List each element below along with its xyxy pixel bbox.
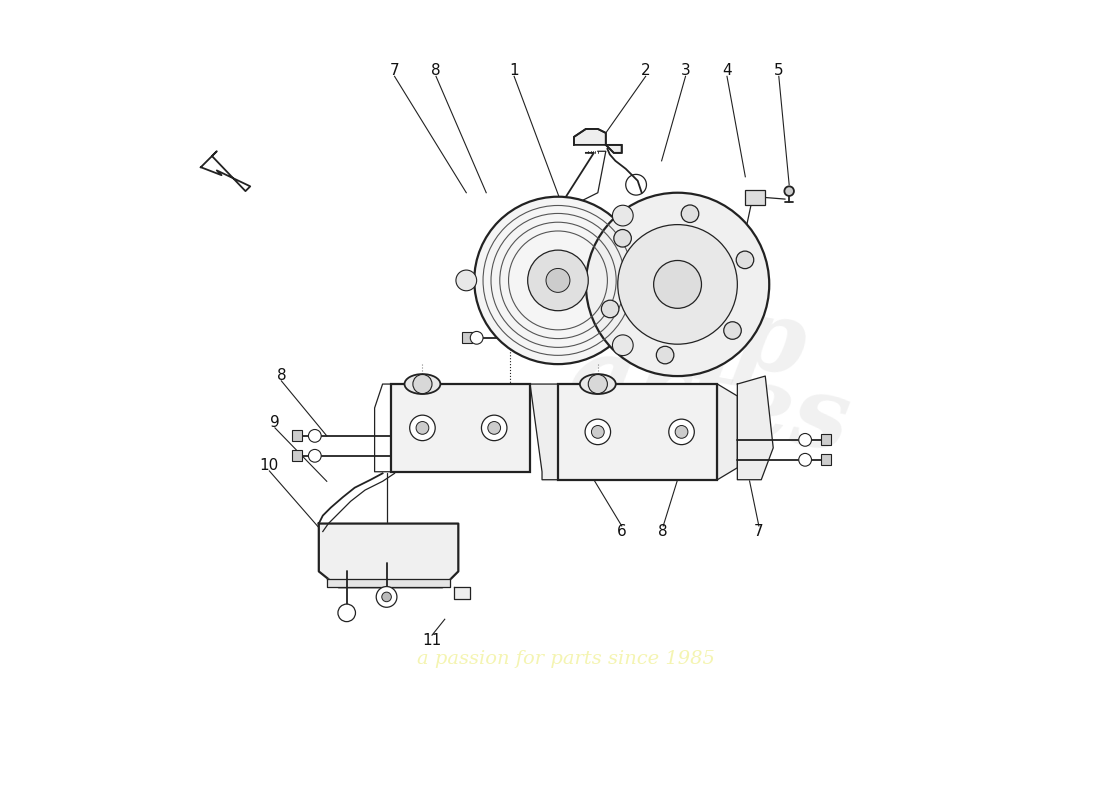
Circle shape <box>724 322 741 339</box>
Circle shape <box>592 426 604 438</box>
Circle shape <box>487 422 500 434</box>
Text: artes: artes <box>561 328 857 472</box>
Text: 9: 9 <box>271 415 279 430</box>
Circle shape <box>681 205 698 222</box>
Circle shape <box>613 335 634 356</box>
Text: 8: 8 <box>431 63 441 78</box>
Text: 11: 11 <box>422 634 441 648</box>
Circle shape <box>474 197 641 364</box>
Circle shape <box>409 415 436 441</box>
Polygon shape <box>201 151 250 191</box>
Text: 5: 5 <box>774 63 783 78</box>
Bar <box>390 384 530 472</box>
Text: 7: 7 <box>755 524 763 539</box>
Bar <box>821 454 830 465</box>
Circle shape <box>482 415 507 441</box>
Bar <box>746 190 766 205</box>
Text: a passion for parts since 1985: a passion for parts since 1985 <box>417 650 715 668</box>
Text: 10: 10 <box>260 458 279 473</box>
Circle shape <box>799 454 812 466</box>
Circle shape <box>614 230 631 247</box>
Circle shape <box>338 604 355 622</box>
Circle shape <box>585 419 611 445</box>
Circle shape <box>308 450 321 462</box>
Bar <box>558 384 717 480</box>
Circle shape <box>308 430 321 442</box>
Polygon shape <box>530 384 558 480</box>
Polygon shape <box>319 523 459 587</box>
Circle shape <box>376 586 397 607</box>
Circle shape <box>602 300 619 318</box>
Text: 3: 3 <box>681 63 691 78</box>
Circle shape <box>653 261 702 308</box>
Polygon shape <box>454 587 471 599</box>
Text: europ: europ <box>477 245 814 396</box>
Circle shape <box>528 250 588 310</box>
Text: 8: 8 <box>276 368 286 382</box>
Circle shape <box>416 422 429 434</box>
Circle shape <box>799 434 812 446</box>
Circle shape <box>657 346 674 364</box>
Bar <box>293 450 303 461</box>
Circle shape <box>669 419 694 445</box>
Circle shape <box>618 225 737 344</box>
Polygon shape <box>327 579 450 587</box>
Circle shape <box>784 186 794 196</box>
Polygon shape <box>737 376 773 480</box>
Text: 7: 7 <box>389 63 399 78</box>
Text: 8: 8 <box>659 524 668 539</box>
Bar <box>462 332 472 342</box>
Bar <box>293 430 303 441</box>
Circle shape <box>455 270 476 290</box>
Circle shape <box>586 193 769 376</box>
Circle shape <box>736 251 754 269</box>
Text: 2: 2 <box>641 63 650 78</box>
Polygon shape <box>717 384 737 480</box>
Circle shape <box>471 331 483 344</box>
Ellipse shape <box>580 374 616 394</box>
Text: 4: 4 <box>723 63 732 78</box>
Circle shape <box>675 426 688 438</box>
Circle shape <box>412 374 432 394</box>
Text: 6: 6 <box>617 524 627 539</box>
Bar <box>821 434 830 445</box>
Circle shape <box>588 374 607 394</box>
Text: 1: 1 <box>509 63 519 78</box>
Polygon shape <box>574 129 622 153</box>
Ellipse shape <box>405 374 440 394</box>
Circle shape <box>382 592 392 602</box>
Circle shape <box>546 269 570 292</box>
Circle shape <box>613 206 634 226</box>
